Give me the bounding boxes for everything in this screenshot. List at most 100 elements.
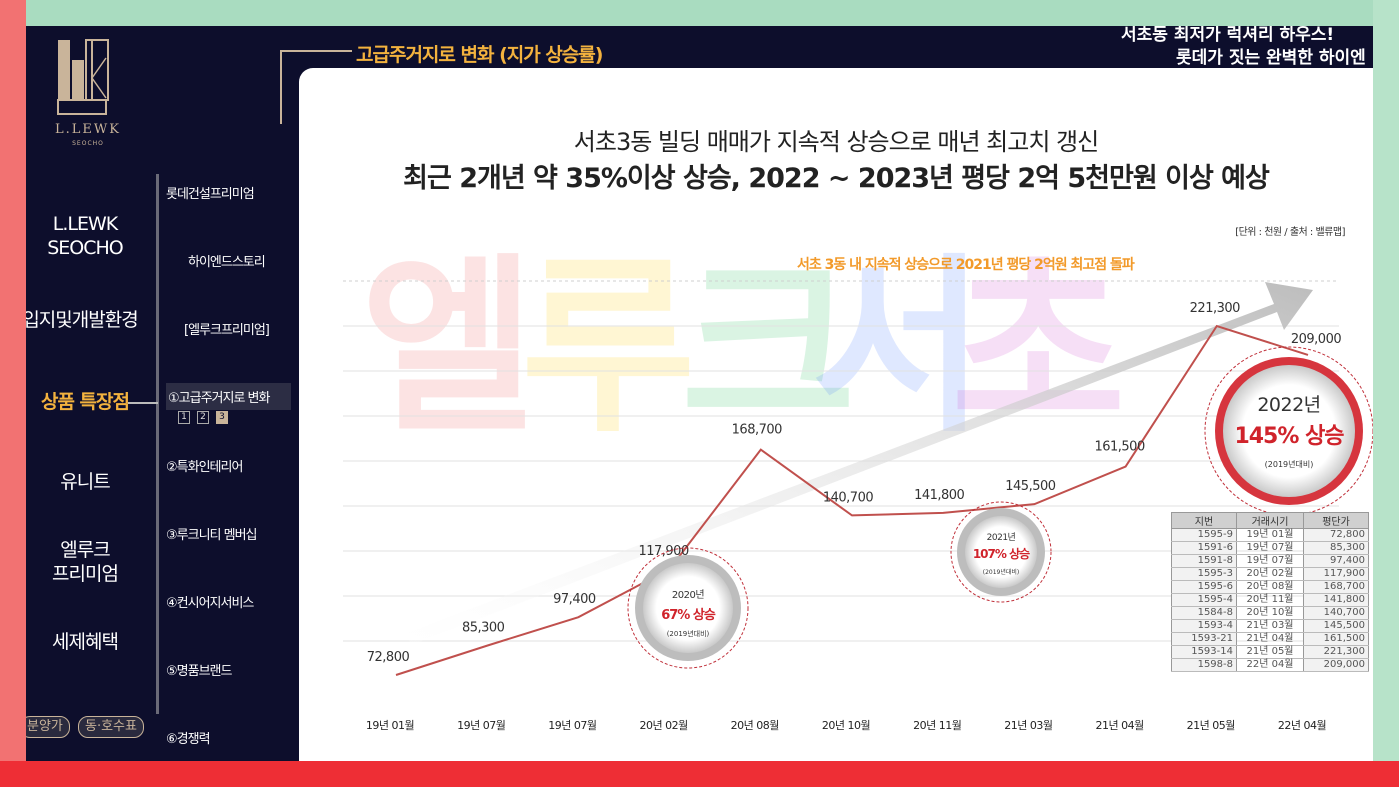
table-row: 1593-4 21년 03월 145,500 (1171, 619, 1369, 633)
brand-logo[interactable] (56, 38, 112, 118)
unit-source-note: [단위 : 천원 / 출처 : 밸류맵] (1235, 227, 1345, 238)
header-tagline-2: 롯데가 짓는 완벽한 하이엔 (1176, 48, 1366, 68)
table-cell: 1593-14 (1171, 645, 1237, 659)
x-tick-label: 21년 04월 (1095, 719, 1144, 732)
nav-sub-llewk-premium[interactable]: [엘루크프리미엄] (184, 323, 270, 338)
nav-sub-competitiveness[interactable]: ⑥경쟁력 (166, 732, 211, 747)
table-header-cell: 거래시기 (1236, 512, 1304, 529)
table-row: 1584-8 20년 10월 140,700 (1171, 606, 1369, 620)
callout-disc (643, 563, 733, 653)
data-label: 72,800 (367, 650, 410, 665)
table-row: 1598-8 22년 04월 209,000 (1171, 658, 1369, 672)
nav-sub-highend-residential[interactable]: ①고급주거지로 변화 (166, 383, 292, 410)
nav-main-tax[interactable]: 세제혜택 (52, 631, 119, 653)
data-label: 117,900 (638, 544, 688, 559)
nav-sub-luxury-brand[interactable]: ⑤명품브랜드 (166, 664, 232, 679)
callout-disc (965, 516, 1037, 588)
table-cell: 21년 05월 (1236, 645, 1304, 659)
callout-year: 2021년 (987, 532, 1016, 543)
header-tagline-1: 서초동 최저가 럭셔리 하우스! (1121, 26, 1335, 45)
callout-percent: 107% 상승 (973, 546, 1030, 561)
sub-page-3[interactable]: 3 (216, 411, 228, 424)
nav-divider-line (156, 174, 159, 714)
nav-sub-highend-story[interactable]: 하이엔드스토리 (188, 255, 266, 270)
frame-left (0, 0, 26, 787)
data-label: 141,800 (914, 488, 964, 503)
table-cell: 19년 01월 (1236, 528, 1304, 542)
nav-main-features[interactable]: 상품 특장점 (40, 391, 130, 413)
table-cell: 20년 02월 (1236, 567, 1304, 581)
nav-sub-lotte-premium[interactable]: 롯데건설프리미엄 (166, 187, 255, 202)
table-cell: 1593-21 (1171, 632, 1237, 646)
logo-subtext: SEOCHO (72, 140, 104, 147)
data-label: 168,700 (732, 423, 782, 438)
nav-main-llewk[interactable]: L.LEWK SEOCHO (47, 213, 124, 259)
table-cell: 1591-6 (1171, 541, 1237, 555)
table-row: 1591-6 19년 07월 85,300 (1171, 541, 1369, 555)
sub-page-2[interactable]: 2 (197, 411, 209, 424)
watermark-char: 루 (521, 237, 696, 458)
callout-ring (627, 547, 749, 669)
x-tick-label: 21년 05월 (1187, 719, 1236, 732)
callout-year: 2022년 (1257, 394, 1320, 416)
table-cell: 168,700 (1303, 580, 1369, 594)
nav-main-location[interactable]: 입지및개발환경 (26, 309, 139, 331)
callout-disc (1223, 365, 1355, 497)
table-cell: 1595-9 (1171, 528, 1237, 542)
nav-main-units[interactable]: 유니트 (60, 471, 110, 493)
logo-text: L.LEWK (55, 122, 121, 137)
x-tick-label: 20년 08월 (731, 719, 780, 732)
data-label: 85,300 (462, 621, 505, 636)
callout-note: (2019년대비) (667, 629, 710, 638)
data-label: 209,000 (1291, 332, 1341, 347)
nav-main-premium[interactable]: 엘루크 프리미엄 (52, 539, 119, 585)
x-tick-label: 19년 07월 (457, 719, 506, 732)
trend-annotation: 서초 3동 내 지속적 상승으로 2021년 평당 2억원 최고점 돌파 (797, 257, 1135, 273)
frame-top (0, 0, 1399, 26)
table-cell: 21년 04월 (1236, 632, 1304, 646)
content-card: 엘 루 크 서 초 72,800 85,300 97,400 117,900 168,7… (299, 68, 1373, 761)
callout-percent: 67% 상승 (661, 608, 716, 623)
table-cell: 221,300 (1303, 645, 1369, 659)
sub-page-1[interactable]: 1 (178, 411, 190, 424)
headline-secondary: 최근 2개년 약 35%이상 상승, 2022 ~ 2023년 평당 2억 5천… (403, 163, 1270, 194)
unit-table-pill-button[interactable]: 동·호수표 (78, 716, 144, 738)
table-row: 1595-9 19년 01월 72,800 (1171, 528, 1369, 542)
table-cell: 22년 04월 (1236, 658, 1304, 672)
watermark-char: 크 (681, 237, 856, 458)
frame-bottom (0, 761, 1399, 787)
data-label: 161,500 (1094, 440, 1144, 455)
x-tick-label: 20년 02월 (639, 719, 688, 732)
section-title: 고급주거지로 변화 (지가 상승률) (356, 44, 603, 66)
table-row: 1595-4 20년 11월 141,800 (1171, 593, 1369, 607)
table-cell: 1595-6 (1171, 580, 1237, 594)
watermark-char: 서 (811, 237, 986, 458)
data-label: 221,300 (1190, 301, 1240, 316)
table-cell: 72,800 (1303, 528, 1369, 542)
table-cell: 117,900 (1303, 567, 1369, 581)
price-pill-button[interactable]: 분양가 (26, 716, 70, 738)
table-header-cell: 평단가 (1303, 512, 1369, 529)
nav-active-connector (128, 402, 158, 404)
headline-primary: 서초3동 빌딩 매매가 지속적 상승으로 매년 최고치 갱신 (573, 128, 1099, 156)
table-cell: 20년 11월 (1236, 593, 1304, 607)
table-cell: 209,000 (1303, 658, 1369, 672)
nav-sub-membership[interactable]: ③루크니티 멤버십 (166, 528, 258, 543)
table-cell: 161,500 (1303, 632, 1369, 646)
series-line (395, 324, 1309, 676)
x-tick-label: 20년 11월 (913, 719, 962, 732)
table-header-row: 지번 거래시기 평단가 (1171, 512, 1369, 529)
frame-right (1373, 0, 1399, 787)
callout-ring (950, 501, 1052, 603)
nav-sub-concierge[interactable]: ④컨시어지서비스 (166, 596, 254, 611)
data-label: 145,500 (1005, 479, 1055, 494)
nav-sub-interior[interactable]: ②특화인테리어 (166, 460, 243, 475)
table-row: 1593-21 21년 04월 161,500 (1171, 632, 1369, 646)
table-cell: 19년 07월 (1236, 554, 1304, 568)
sub-page-indicator: 1 2 3 (178, 411, 228, 424)
table-cell: 1584-8 (1171, 606, 1237, 620)
table-cell: 97,400 (1303, 554, 1369, 568)
callout-note: (2019년대비) (983, 568, 1020, 576)
x-tick-label: 19년 07월 (548, 719, 597, 732)
